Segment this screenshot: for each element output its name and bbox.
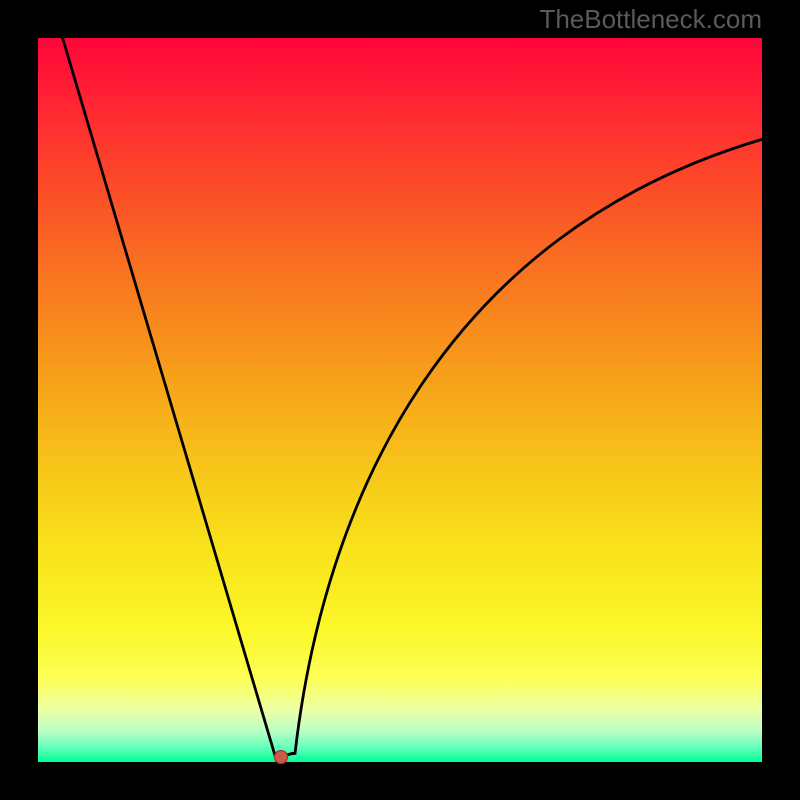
bottleneck-curve (63, 38, 762, 762)
minimum-marker (274, 750, 288, 764)
watermark-text: TheBottleneck.com (539, 4, 762, 35)
curve-layer (38, 38, 762, 762)
chart-root: TheBottleneck.com (0, 0, 800, 800)
